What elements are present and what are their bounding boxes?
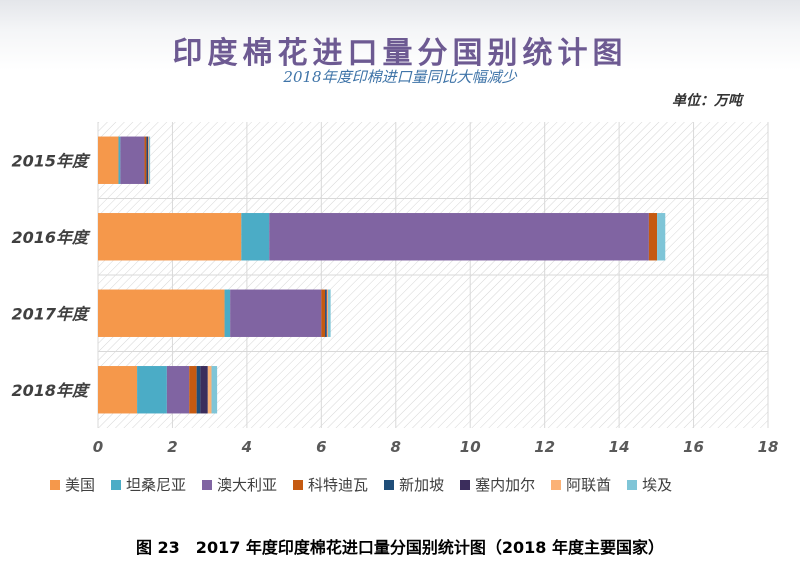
bar-segment bbox=[147, 136, 149, 184]
bar-segment bbox=[207, 366, 212, 414]
legend-label: 澳大利亚 bbox=[217, 476, 278, 494]
bar-segment bbox=[648, 213, 658, 261]
bar-segment bbox=[211, 366, 218, 414]
bar-segment bbox=[189, 366, 197, 414]
legend-item: 科特迪瓦 bbox=[293, 474, 368, 495]
figure-caption: 图 23 2017 年度印度棉花进口量分国别统计图（2018 年度主要国家） bbox=[135, 538, 665, 557]
x-tick-label: 14 bbox=[609, 438, 630, 456]
bar-segment bbox=[196, 366, 201, 414]
legend-label: 美国 bbox=[65, 476, 96, 494]
x-tick-label: 12 bbox=[534, 438, 555, 456]
legend-swatch bbox=[384, 479, 395, 490]
bar-segment bbox=[224, 289, 231, 337]
bar-segment bbox=[98, 136, 119, 184]
bar-segment bbox=[241, 213, 270, 261]
y-category-label: 2018年度 bbox=[11, 381, 91, 400]
bar-segment bbox=[144, 136, 147, 184]
x-axis-ticks: 0 2 4 6 8 10 12 14 16 18 bbox=[93, 438, 779, 456]
legend-label: 埃及 bbox=[642, 476, 673, 494]
x-tick-label: 8 bbox=[391, 438, 401, 456]
unit-label: 单位：万吨 bbox=[672, 93, 742, 109]
legend: 美国 坦桑尼亚 澳大利亚 科特迪瓦 新加坡 塞内加尔 阿联酋 埃及 bbox=[50, 474, 750, 495]
legend-label: 塞内加尔 bbox=[475, 476, 536, 494]
bar-segment bbox=[326, 289, 327, 337]
legend-label: 科特迪瓦 bbox=[308, 476, 369, 494]
x-tick-label: 16 bbox=[683, 438, 704, 456]
legend-item: 澳大利亚 bbox=[202, 474, 277, 495]
legend-label: 阿联酋 bbox=[566, 476, 612, 494]
bar-segment bbox=[148, 136, 151, 184]
bar-segment bbox=[118, 136, 121, 184]
y-category-label: 2016年度 bbox=[11, 228, 91, 247]
legend-swatch bbox=[202, 479, 213, 490]
bar-segment bbox=[200, 366, 208, 414]
bar-segment bbox=[98, 213, 242, 261]
x-tick-label: 10 bbox=[460, 438, 481, 456]
legend-swatch bbox=[627, 479, 638, 490]
bar-segment bbox=[148, 136, 149, 184]
bar-segment bbox=[326, 289, 329, 337]
bar-segment bbox=[166, 366, 190, 414]
legend-item: 埃及 bbox=[627, 474, 672, 495]
bar-segment bbox=[328, 289, 331, 337]
bar-segment bbox=[321, 289, 326, 337]
y-category-label: 2015年度 bbox=[11, 151, 91, 170]
x-tick-label: 6 bbox=[316, 438, 326, 456]
legend-item: 阿联酋 bbox=[551, 474, 611, 495]
legend-swatch bbox=[50, 479, 60, 490]
bar-segment bbox=[137, 366, 167, 414]
legend-swatch bbox=[111, 479, 122, 490]
bar-segment bbox=[230, 289, 322, 337]
legend-item: 塞内加尔 bbox=[460, 474, 535, 495]
legend-label: 新加坡 bbox=[399, 476, 445, 494]
bar-segment bbox=[325, 289, 327, 337]
bar-segment bbox=[98, 289, 225, 337]
x-tick-label: 2 bbox=[167, 438, 177, 456]
legend-item: 新加坡 bbox=[384, 474, 444, 495]
chart-subtitle: 2018年度印棉进口量同比大幅减少 bbox=[283, 68, 517, 86]
bar-segment bbox=[269, 213, 649, 261]
bars bbox=[98, 136, 666, 414]
chart-frame: 印度棉花进口量分国别统计图 2018年度印棉进口量同比大幅减少 单位：万吨 20… bbox=[0, 0, 800, 520]
legend-swatch bbox=[460, 479, 471, 490]
legend-swatch bbox=[293, 479, 304, 490]
x-tick-label: 18 bbox=[758, 438, 779, 456]
bar-segment bbox=[120, 136, 145, 184]
x-tick-label: 4 bbox=[241, 438, 252, 456]
bar-segment bbox=[98, 366, 138, 414]
legend-label: 坦桑尼亚 bbox=[126, 476, 187, 494]
bar-segment bbox=[146, 136, 148, 184]
legend-item: 坦桑尼亚 bbox=[111, 474, 186, 495]
legend-swatch bbox=[551, 479, 562, 490]
legend-item: 美国 bbox=[50, 474, 95, 495]
y-category-label: 2017年度 bbox=[11, 304, 91, 323]
plot-area: 2015年度 2016年度 2017年度 2018年度 0 2 4 6 8 10 12 14 16 18 bbox=[11, 122, 779, 456]
y-axis-labels: 2015年度 2016年度 2017年度 2018年度 bbox=[11, 151, 91, 400]
bar-segment bbox=[657, 213, 666, 261]
chart-title: 印度棉花进口量分国别统计图 bbox=[172, 36, 628, 71]
x-tick-label: 0 bbox=[93, 438, 103, 456]
